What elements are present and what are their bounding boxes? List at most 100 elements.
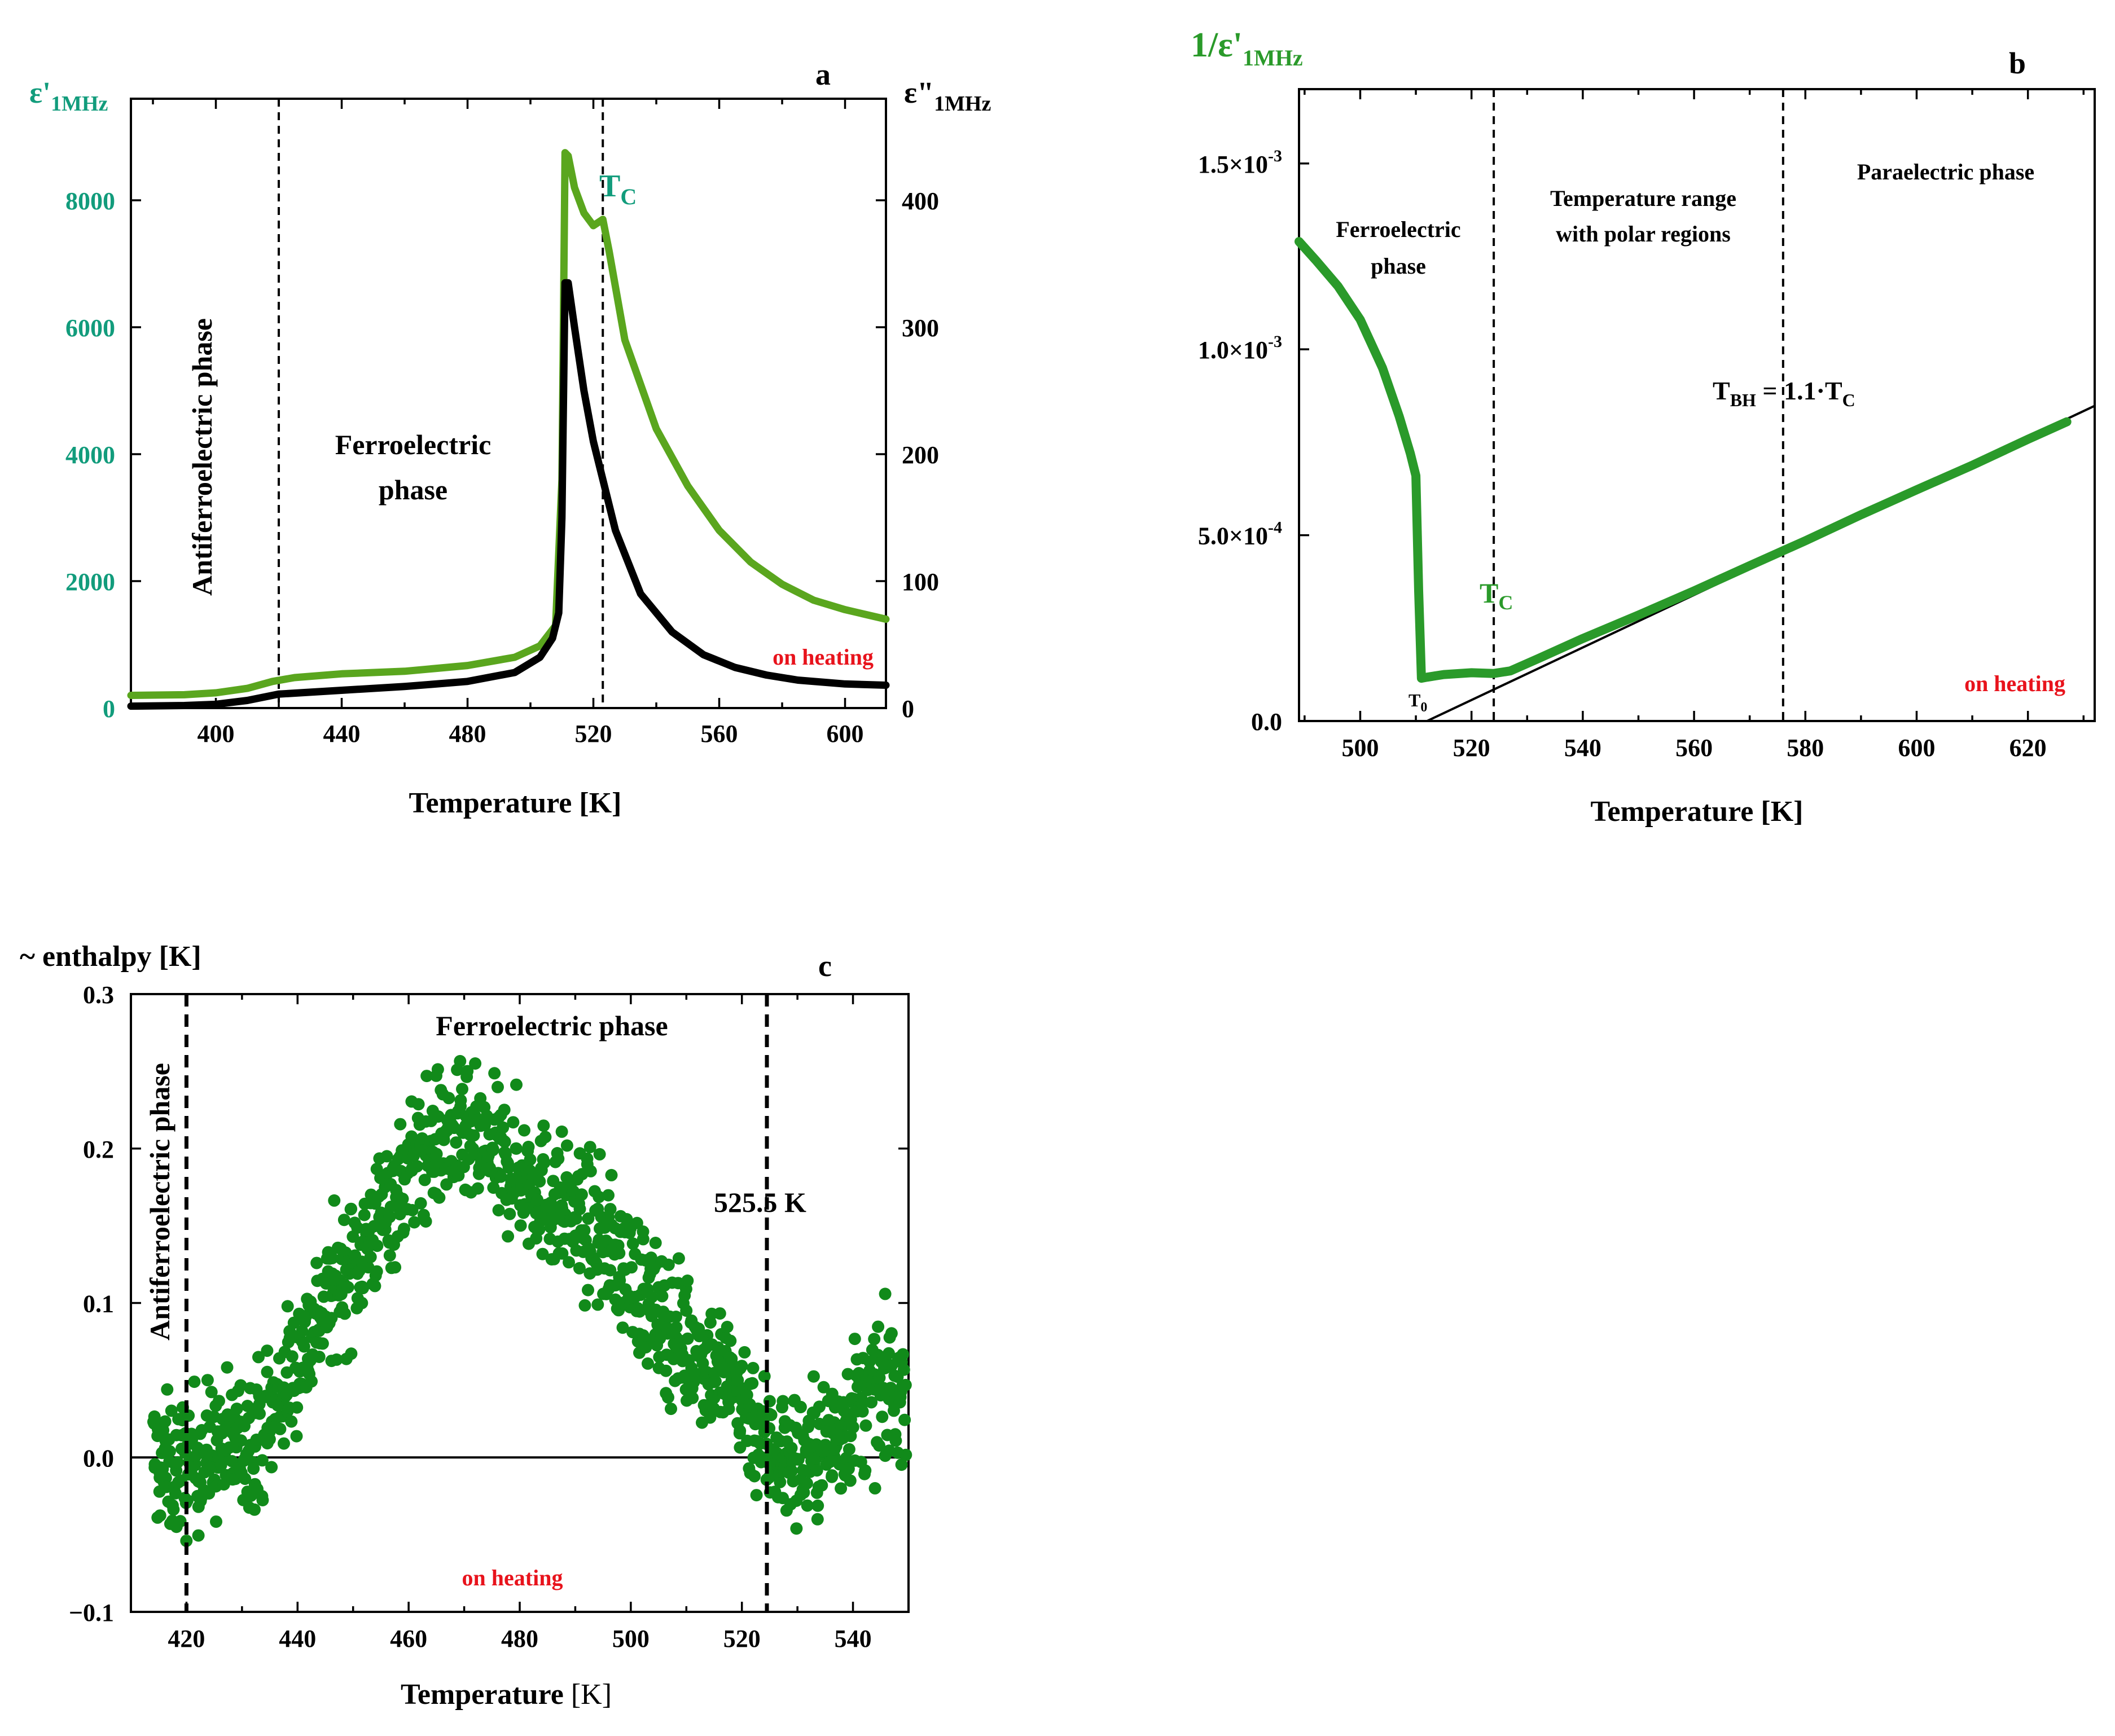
panel-b-series-inverse-eps: [1295, 237, 2072, 683]
panel-c-point: [181, 1494, 194, 1507]
panel-c-point: [469, 1057, 482, 1070]
panel-c-point: [665, 1403, 677, 1416]
panel-c-point: [171, 1456, 184, 1469]
panel-c-xtick-label: 520: [723, 1625, 761, 1653]
panel-a-xtick-label: 520: [575, 720, 612, 748]
panel-c-point: [486, 1143, 499, 1156]
panel-c-point: [497, 1121, 510, 1134]
panel-c-point: [488, 1067, 501, 1080]
panel-c-point: [899, 1378, 912, 1391]
panel-c-xtick-label: 480: [501, 1625, 538, 1653]
panel-c-letter: c: [818, 949, 832, 983]
panel-a-fe-label-1: Ferroelectric: [335, 429, 492, 460]
panel-c-point: [285, 1415, 298, 1428]
panel-c-point: [305, 1375, 318, 1388]
panel-c-point: [479, 1119, 491, 1132]
panel-c-point: [291, 1401, 304, 1414]
panel-a-ticks: 400 440 480 520 560 6000200040006000800001002…: [65, 99, 939, 748]
panel-c-point: [747, 1361, 760, 1374]
panel-b-ylabel-sub: 1MHz: [1243, 45, 1303, 71]
panel-c-point: [584, 1164, 597, 1177]
panel-c-point: [859, 1419, 872, 1432]
panel-b-tbh-label: TBH = 1.1·TC: [1713, 376, 1855, 410]
panel-c-point: [341, 1281, 354, 1294]
panel-c-point: [776, 1395, 789, 1408]
panel-c-point: [389, 1261, 402, 1274]
panel-c-point: [722, 1403, 735, 1416]
panel-c-point: [758, 1370, 771, 1383]
panel-a-afe-label: Antiferroelectric phase: [186, 318, 218, 596]
panel-c-point: [300, 1309, 313, 1322]
panel-c-point: [613, 1274, 626, 1287]
panel-c-point: [639, 1341, 652, 1353]
panel-a-xtick-label: 600: [827, 720, 864, 748]
panel-c-ylabel: ~ enthalpy [K]: [20, 940, 201, 973]
panel-c-point: [221, 1361, 234, 1374]
panel-c-point: [794, 1401, 807, 1413]
panel-c-point: [454, 1054, 467, 1067]
panel-c-point: [591, 1298, 604, 1311]
panel-c-point: [538, 1156, 551, 1169]
panel-a-ytick-left-label: 2000: [65, 568, 115, 596]
panel-c-point: [859, 1464, 872, 1477]
panel-c-ytick-label: −0.1: [69, 1599, 114, 1627]
panel-a-xtick-label: 480: [449, 720, 486, 748]
panel-b-ytick-label: 1.0×10-3: [1198, 332, 1282, 364]
panel-c-point: [785, 1441, 798, 1454]
panel-c-xlabel-rest: [K]: [564, 1678, 612, 1711]
panel-b-tc-sub: C: [1498, 591, 1513, 614]
panel-c-point: [602, 1189, 615, 1202]
panel-c-point: [894, 1391, 907, 1404]
panel-c-point: [383, 1211, 396, 1223]
panel-a-series: [127, 149, 890, 710]
panel-c-point: [879, 1287, 892, 1300]
panel-c-point: [897, 1348, 910, 1361]
panel-b-xtick-label: 560: [1675, 734, 1713, 762]
panel-c-point: [876, 1410, 889, 1423]
panel-c-point: [433, 1191, 446, 1204]
panel-b-polar-label-2: with polar regions: [1556, 221, 1731, 247]
panel-c-point: [897, 1363, 910, 1376]
panel-c-point: [735, 1360, 748, 1373]
panel-c-point: [843, 1443, 855, 1456]
panel-c-point: [174, 1515, 187, 1528]
panel-b-heating-label: on heating: [1964, 671, 2065, 696]
panel-c-point: [326, 1252, 339, 1264]
panel-c-point: [522, 1140, 535, 1153]
panel-c-point: [247, 1462, 260, 1475]
panel-a-ylabel-right-sub: 1MHz: [934, 92, 991, 116]
panel-a-chart: 400 440 480 520 560 6000200040006000800001002…: [29, 58, 991, 819]
panel-c-point: [713, 1307, 726, 1320]
panel-a-ytick-right-label: 300: [902, 314, 939, 342]
panel-c-point: [555, 1125, 568, 1138]
panel-c-point: [234, 1379, 247, 1392]
panel-c-point: [613, 1247, 626, 1260]
panel-c-point: [357, 1282, 370, 1295]
panel-c-point: [230, 1403, 243, 1415]
panel-b-t0-sub: 0: [1420, 700, 1427, 715]
panel-c-point: [582, 1284, 594, 1296]
panel-c-point: [810, 1464, 823, 1477]
panel-a-ytick-left-label: 0: [103, 695, 115, 723]
panel-c-point: [539, 1131, 552, 1144]
panel-c-point: [263, 1433, 276, 1445]
panel-c-point: [358, 1208, 371, 1221]
panel-c-point: [192, 1529, 205, 1542]
panel-b-tbh-main: T: [1713, 376, 1730, 405]
panel-c-point: [383, 1249, 396, 1262]
panel-c-point: [210, 1515, 222, 1528]
panel-c-point: [646, 1290, 659, 1303]
panel-a-xlabel: Temperature [K]: [409, 787, 622, 819]
panel-c-point: [169, 1487, 182, 1500]
panel-c-point: [467, 1129, 480, 1142]
panel-a-xtick-label: 560: [701, 720, 738, 748]
panel-a-vlines: [278, 99, 604, 708]
panel-c-point: [442, 1092, 455, 1105]
panel-a-series-eps1: [127, 149, 890, 699]
panel-c-point: [573, 1262, 586, 1274]
panel-c-point: [510, 1078, 523, 1091]
panel-c-point: [406, 1204, 419, 1216]
panel-c-point: [492, 1204, 505, 1217]
panel-c-point: [889, 1434, 902, 1447]
panel-c-chart: 420 440 460 480 500 520 540−0.10.00.10.20.3 c …: [20, 940, 912, 1711]
